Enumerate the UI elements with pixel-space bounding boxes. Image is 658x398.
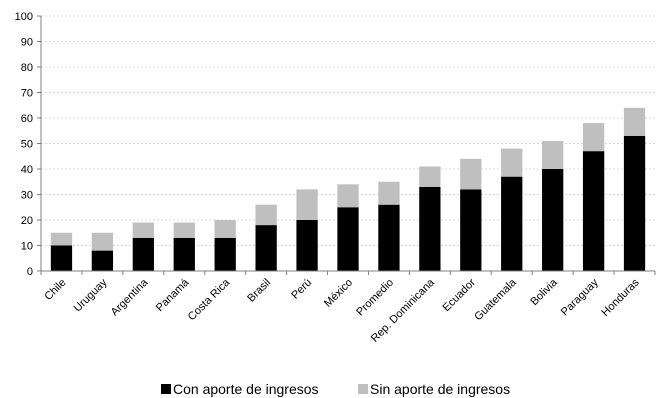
x-tick-label: Argentina: [109, 276, 151, 318]
bar-sin-aporte: [582, 123, 605, 152]
y-tick-label: 80: [21, 62, 33, 74]
bar-sin-aporte: [255, 204, 277, 226]
y-tick-label: 10: [21, 241, 33, 253]
bar-sin-aporte: [214, 220, 236, 238]
y-tick-label: 100: [15, 11, 33, 23]
bar-sin-aporte: [378, 181, 400, 205]
y-tick-label: 0: [27, 266, 33, 278]
bar-con-aporte: [214, 237, 236, 271]
bar-con-aporte: [419, 186, 441, 271]
legend: Con aporte de ingresos Sin aporte de ingr…: [161, 381, 510, 397]
bar-sin-aporte: [91, 232, 114, 251]
legend-swatch: [161, 384, 171, 394]
bar-con-aporte: [132, 237, 154, 271]
x-tick-label: México: [322, 277, 355, 310]
bar-sin-aporte: [50, 232, 73, 246]
legend-label: Con aporte de ingresos: [173, 381, 319, 397]
y-tick-label: 30: [21, 190, 33, 202]
x-tick-label: Uruguay: [72, 276, 110, 314]
x-tick-label: Chile: [42, 277, 68, 303]
bar-con-aporte: [173, 237, 195, 271]
bar-con-aporte: [378, 204, 400, 271]
x-tick-label: Panamá: [154, 276, 192, 314]
x-tick-label: Promedio: [354, 277, 396, 319]
x-tick-label: Honduras: [599, 276, 642, 319]
bar-con-aporte: [623, 135, 646, 271]
x-tick-label: Costa Rica: [186, 276, 233, 323]
bar-con-aporte: [91, 250, 114, 271]
bar-sin-aporte: [542, 140, 564, 169]
bar-con-aporte: [460, 189, 482, 271]
y-tick-labels: 0 10 20 30 40 50 60 70 80 90 100: [15, 11, 33, 278]
bar-sin-aporte: [419, 166, 441, 187]
bar-con-aporte: [582, 151, 605, 271]
y-tick-label: 70: [21, 88, 33, 100]
bar-sin-aporte: [173, 222, 195, 238]
bar-con-aporte: [337, 207, 359, 271]
bar-con-aporte: [50, 245, 73, 271]
bars: [50, 107, 646, 271]
bar-sin-aporte: [337, 184, 359, 208]
y-tick-label: 40: [21, 164, 33, 176]
bar-sin-aporte: [501, 148, 523, 177]
x-tick-label: Paraguay: [559, 276, 601, 318]
legend-swatch: [358, 384, 368, 394]
bar-sin-aporte: [460, 158, 482, 190]
bar-con-aporte: [501, 176, 523, 271]
bar-sin-aporte: [132, 222, 154, 238]
bar-sin-aporte: [623, 107, 646, 136]
y-tick-label: 60: [21, 113, 33, 125]
x-tick-label: Ecuador: [440, 276, 478, 314]
x-tick-label: Bolivia: [528, 276, 560, 308]
y-tick-label: 50: [21, 139, 33, 151]
x-tick-label: Brasil: [245, 277, 273, 305]
x-tick-label: Guatemala: [472, 276, 519, 323]
y-tick-label: 20: [21, 215, 33, 227]
x-tick-label: Perú: [289, 277, 314, 302]
bar-con-aporte: [255, 225, 277, 271]
axes: [37, 15, 656, 275]
y-tick-label: 90: [21, 37, 33, 49]
bar-con-aporte: [542, 169, 564, 271]
bar-con-aporte: [296, 220, 318, 271]
bar-sin-aporte: [296, 189, 318, 220]
legend-label: Sin aporte de ingresos: [370, 381, 510, 397]
